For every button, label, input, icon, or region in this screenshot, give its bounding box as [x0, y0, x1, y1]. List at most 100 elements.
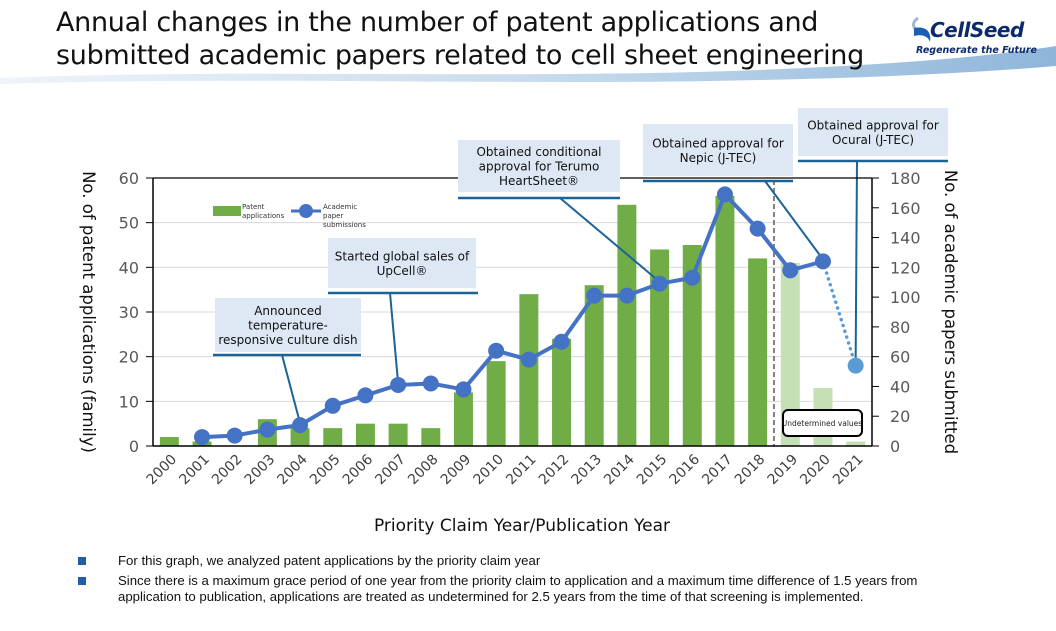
logo-tagline: Regenerate the Future [916, 45, 1037, 56]
footnote: For this graph, we analyzed patent appli… [78, 553, 918, 569]
callout-text: Nepic (J-TEC) [680, 151, 757, 165]
bar-patent-2005 [323, 428, 343, 446]
callout-box [643, 124, 793, 176]
paper-point-2020 [814, 253, 831, 270]
x-tick-label: 2003 [242, 452, 279, 489]
title-line-2: submitted academic papers related to cel… [56, 40, 864, 71]
callout-leaders [281, 160, 858, 424]
callout-leader [389, 292, 400, 384]
y-tick-label: 0 [129, 437, 139, 456]
paper-line-dotted [821, 259, 858, 368]
callout-text: Ocural (J-TEC) [832, 133, 914, 147]
y-tick-label: 10 [119, 392, 139, 411]
bar-patent-2010 [486, 361, 506, 446]
x-axis-label: Priority Claim Year/Publication Year [374, 516, 670, 536]
callout-text: temperature- [248, 319, 328, 333]
x-tick-label: 2013 [569, 452, 606, 489]
y2-tick-label: 60 [890, 348, 910, 367]
logo-mark-icon [912, 16, 931, 42]
undetermined-label: Undetermined values [782, 409, 863, 437]
y2-tick-label: 140 [890, 229, 921, 248]
paper-point-2016 [684, 269, 701, 286]
x-tick-label: 2020 [797, 452, 834, 489]
x-tick-label: 2018 [732, 452, 769, 489]
bars: Undetermined values [159, 180, 866, 446]
paper-point-2017 [716, 186, 733, 203]
callout-text: Obtained approval for [652, 136, 784, 150]
callout-text: approval for Terumo [479, 160, 600, 174]
bar-patent-2012 [552, 338, 572, 446]
y2-tick-label: 80 [890, 318, 910, 337]
paper-point-2011 [520, 351, 537, 368]
paper-point-2008 [422, 375, 439, 392]
x-tick-label: 2002 [209, 452, 246, 489]
x-tick-label: 2008 [405, 452, 442, 489]
paper-point-2012 [553, 333, 570, 350]
paper-point-2006 [357, 387, 374, 404]
x-tick-label: 2009 [438, 452, 475, 489]
title-line-1: Annual changes in the number of patent a… [56, 7, 819, 38]
legend-label-papers: submissions [323, 221, 366, 229]
bullet-square-icon [78, 557, 86, 565]
x-tick-label: 2001 [176, 452, 213, 489]
callout-text: HeartSheet® [499, 174, 579, 188]
undetermined-box [782, 409, 863, 437]
x-tick-label: 2004 [274, 451, 311, 488]
chart: Undetermined values 0 10 20 30 40 50 60 0 20 40 60… [79, 108, 960, 536]
legend-label-patent: applications [242, 212, 285, 220]
callout-text: Obtained approval for [807, 118, 939, 132]
footnotes: For this graph, we analyzed patent appli… [78, 553, 918, 609]
legend-label-papers: Academic [323, 203, 357, 211]
bar-patent-2017 [715, 195, 735, 446]
bar-patent-2021 [846, 441, 866, 446]
footnote: Since there is a maximum grace period of… [78, 573, 918, 605]
y-tick-label: 30 [119, 303, 139, 322]
bar-patent-2015 [650, 249, 670, 446]
legend-label-patent: Patent [242, 203, 265, 211]
paper-point-2002 [226, 427, 243, 444]
bar-patent-2007 [388, 423, 408, 446]
x-tick-label: 2012 [536, 452, 573, 489]
callout-text: UpCell® [377, 264, 428, 278]
x-tick-label: 2006 [340, 451, 377, 488]
paper-point-2005 [324, 397, 341, 414]
callout-leader [854, 160, 858, 358]
y-axis-label: No. of patent applications (family) [79, 171, 98, 453]
paper-point-2021 [847, 357, 864, 374]
legend-dot-icon [299, 204, 313, 218]
callout-text: Obtained conditional [476, 145, 601, 159]
y2-tick-label: 0 [890, 437, 900, 456]
company-logo: CellSeed Regenerate the Future [900, 16, 1050, 66]
x-tick-label: 2015 [634, 452, 671, 489]
y-tick-label: 20 [119, 348, 139, 367]
y2-tick-label: 120 [890, 258, 921, 277]
y2-tick-label: 20 [890, 407, 910, 426]
undetermined-text: Undetermined values [782, 419, 863, 428]
x-tick-label: 2014 [601, 451, 638, 488]
paper-point-2007 [390, 376, 407, 393]
x-tick-label: 2010 [470, 452, 507, 489]
logo-name: CellSeed [930, 18, 1024, 42]
paper-point-2014 [618, 287, 635, 304]
y-tick-label: 60 [119, 169, 139, 188]
paper-point-2003 [259, 421, 276, 438]
x-tick-label: 2011 [503, 452, 540, 489]
bar-patent-2016 [682, 245, 702, 446]
bar-patent-2000 [159, 437, 179, 446]
callout-text: Started global sales of [335, 249, 470, 263]
bar-patent-2019 [780, 262, 800, 446]
y-tick-label: 50 [119, 214, 139, 233]
y2-tick-label: 40 [890, 377, 910, 396]
callout-leader [559, 197, 661, 283]
y2-tick-label: 100 [890, 288, 921, 307]
bar-patent-2011 [519, 294, 539, 446]
bar-patent-2009 [453, 392, 473, 446]
paper-point-2015 [651, 275, 668, 292]
x-tick-label: 2019 [765, 452, 802, 489]
